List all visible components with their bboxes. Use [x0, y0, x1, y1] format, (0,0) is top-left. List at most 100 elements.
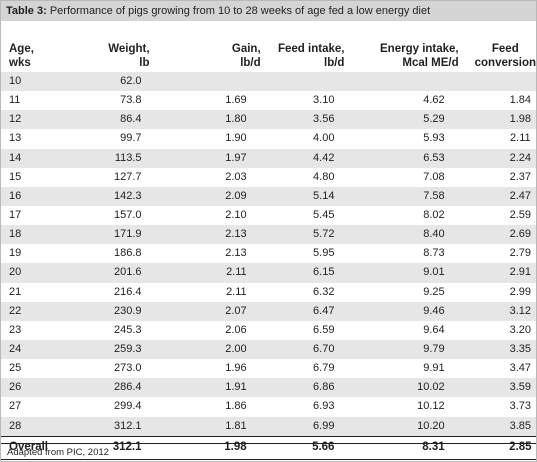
cell-energy-intake: 5.29 — [423, 113, 445, 126]
table-row: 12 86.4 1.80 3.56 5.29 1.98 — [1, 110, 536, 130]
cell-age: 12 — [9, 113, 22, 126]
cell-weight: 171.9 — [114, 228, 142, 241]
header-gain: Gain, lb/d — [231, 42, 261, 69]
cell-weight: 157.0 — [114, 209, 142, 222]
table-row: 26 286.4 1.91 6.86 10.02 3.59 — [1, 378, 536, 398]
cell-gain: 2.13 — [225, 247, 247, 260]
cell-feed-intake: 6.79 — [313, 362, 335, 375]
overall-energy-intake: 8.31 — [354, 435, 465, 460]
cell-weight: 230.9 — [114, 304, 142, 317]
cell-gain — [162, 72, 269, 91]
cell-gain: 1.86 — [225, 400, 247, 413]
cell-energy-intake: 10.02 — [417, 381, 445, 394]
cell-gain: 1.96 — [225, 362, 247, 375]
cell-age: 11 — [9, 94, 21, 107]
table-caption-text: Performance of pigs growing from 10 to 2… — [46, 5, 431, 17]
cell-gain: 1.80 — [225, 113, 247, 126]
table-row: 27 299.4 1.86 6.93 10.12 3.73 — [1, 397, 536, 417]
cell-age: 23 — [9, 323, 22, 336]
cell-feed-intake: 6.32 — [313, 285, 335, 298]
table-row: 28 312.1 1.81 6.99 10.20 3.85 — [1, 416, 536, 437]
cell-feed-conversion: 2.59 — [509, 209, 532, 222]
cell-weight: 99.7 — [120, 132, 142, 145]
cell-age: 17 — [9, 209, 22, 222]
table-row: 16 142.3 2.09 5.14 7.58 2.47 — [1, 186, 536, 206]
cell-weight: 259.3 — [114, 343, 142, 356]
cell-energy-intake: 9.64 — [423, 323, 445, 336]
cell-gain: 1.90 — [225, 132, 247, 145]
header-weight: Weight, lb — [108, 42, 150, 69]
header-feed-conversion: Feed conversion — [474, 42, 536, 69]
cell-feed-intake: 6.59 — [313, 323, 335, 336]
cell-feed-conversion: 3.73 — [509, 400, 532, 413]
cell-feed-intake: 5.95 — [313, 247, 335, 260]
table-caption: Table 3: Performance of pigs growing fro… — [1, 1, 536, 21]
cell-feed-intake: 5.14 — [313, 189, 335, 202]
cell-feed-conversion: 2.79 — [509, 247, 532, 260]
cell-feed-conversion — [465, 72, 536, 91]
overall-gain: 1.98 — [161, 435, 269, 460]
cell-feed-intake: 4.42 — [313, 151, 335, 164]
cell-feed-conversion: 3.12 — [509, 304, 532, 317]
cell-energy-intake: 8.40 — [423, 228, 445, 241]
cell-energy-intake: 8.73 — [423, 247, 445, 260]
table-row: 22 230.9 2.07 6.47 9.46 3.12 — [1, 301, 536, 321]
cell-weight: 62.0 — [120, 75, 142, 88]
cell-age: 22 — [9, 304, 22, 317]
cell-weight: 299.4 — [114, 400, 142, 413]
cell-feed-conversion: 1.98 — [509, 113, 532, 126]
cell-age: 20 — [9, 266, 22, 279]
table-row: 13 99.7 1.90 4.00 5.93 2.11 — [1, 129, 536, 149]
header-age: Age, wks — [9, 42, 34, 69]
cell-age: 13 — [9, 132, 22, 145]
cell-gain: 1.91 — [225, 381, 247, 394]
cell-feed-conversion: 3.59 — [509, 381, 532, 394]
cell-energy-intake — [354, 72, 464, 91]
table-row: 23 245.3 2.06 6.59 9.64 3.20 — [1, 320, 536, 340]
cell-feed-intake: 6.93 — [313, 400, 335, 413]
overall-feed-conversion: 2.85 — [464, 435, 536, 460]
cell-feed-conversion: 2.99 — [509, 285, 532, 298]
cell-age: 18 — [9, 228, 22, 241]
cell-energy-intake: 7.58 — [423, 189, 445, 202]
cell-age: 10 — [9, 75, 22, 88]
cell-age: 26 — [9, 381, 22, 394]
cell-weight: 113.5 — [114, 151, 142, 164]
cell-feed-intake: 6.86 — [313, 381, 335, 394]
cell-feed-conversion: 3.35 — [509, 343, 532, 356]
cell-weight: 186.8 — [114, 247, 142, 260]
cell-weight: 201.6 — [114, 266, 142, 279]
cell-feed-intake: 6.15 — [313, 266, 335, 279]
cell-feed-intake — [269, 72, 355, 91]
cell-age: 19 — [9, 247, 22, 260]
cell-gain: 2.11 — [226, 266, 247, 279]
cell-feed-conversion: 3.20 — [509, 323, 532, 336]
cell-weight: 245.3 — [114, 323, 142, 336]
cell-age: 28 — [9, 419, 22, 432]
cell-age: 14 — [9, 151, 22, 164]
cell-gain: 1.69 — [225, 94, 247, 107]
cell-feed-intake: 6.47 — [313, 304, 335, 317]
cell-energy-intake: 9.01 — [423, 266, 445, 279]
cell-age: 27 — [9, 400, 22, 413]
table-row: 14 113.5 1.97 4.42 6.53 2.24 — [1, 148, 536, 168]
header-feed-intake: Feed intake, lb/d — [277, 42, 345, 69]
cell-weight: 312.1 — [114, 419, 142, 432]
cell-age: 24 — [9, 343, 22, 356]
table-row: 19 186.8 2.13 5.95 8.73 2.79 — [1, 244, 536, 264]
cell-energy-intake: 8.02 — [423, 209, 445, 222]
cell-gain: 1.97 — [225, 151, 247, 164]
table-row: 17 157.0 2.10 5.45 8.02 2.59 — [1, 205, 536, 226]
cell-weight: 216.4 — [114, 285, 142, 298]
cell-weight: 86.4 — [120, 113, 142, 126]
cell-feed-conversion: 2.69 — [509, 228, 532, 241]
performance-table: Age, wks Weight, lb Gain, lb/d Feed intake,… — [1, 39, 536, 460]
cell-gain: 1.81 — [225, 419, 247, 432]
cell-weight: 273.0 — [114, 362, 142, 375]
cell-feed-intake: 5.72 — [313, 228, 335, 241]
overall-row: Overall 312.1 1.98 5.66 8.31 2.85 — [1, 435, 536, 460]
cell-feed-intake: 3.56 — [313, 113, 335, 126]
cell-weight: 142.3 — [114, 189, 142, 202]
cell-energy-intake: 9.79 — [423, 343, 445, 356]
table-row: 10 62.0 — [1, 72, 536, 92]
